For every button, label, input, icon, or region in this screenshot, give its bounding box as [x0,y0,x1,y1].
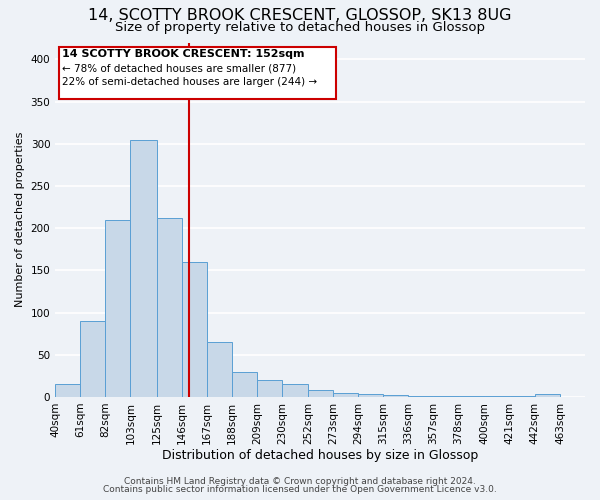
Bar [55,384,80,397]
Bar [333,392,358,397]
FancyBboxPatch shape [59,46,335,99]
Bar [409,396,433,397]
Bar [383,396,409,397]
Bar [485,396,510,397]
Bar [433,396,458,397]
Bar [105,220,130,397]
Text: ← 78% of detached houses are smaller (877): ← 78% of detached houses are smaller (87… [62,64,296,74]
Text: 14, SCOTTY BROOK CRESCENT, GLOSSOP, SK13 8UG: 14, SCOTTY BROOK CRESCENT, GLOSSOP, SK13… [88,8,512,22]
Bar [358,394,383,397]
Bar [130,140,157,397]
Bar [308,390,333,397]
Bar [232,372,257,397]
Bar [535,394,560,397]
Text: 22% of semi-detached houses are larger (244) →: 22% of semi-detached houses are larger (… [62,77,317,87]
Bar [80,321,105,397]
Y-axis label: Number of detached properties: Number of detached properties [15,132,25,308]
Bar [157,218,182,397]
Text: Contains HM Land Registry data © Crown copyright and database right 2024.: Contains HM Land Registry data © Crown c… [124,477,476,486]
Bar [510,396,535,397]
Bar [282,384,308,397]
Text: Size of property relative to detached houses in Glossop: Size of property relative to detached ho… [115,21,485,34]
Bar [458,396,485,397]
Bar [257,380,282,397]
Text: 14 SCOTTY BROOK CRESCENT: 152sqm: 14 SCOTTY BROOK CRESCENT: 152sqm [62,50,305,59]
X-axis label: Distribution of detached houses by size in Glossop: Distribution of detached houses by size … [162,450,478,462]
Bar [182,262,207,397]
Text: Contains public sector information licensed under the Open Government Licence v3: Contains public sector information licen… [103,485,497,494]
Bar [207,342,232,397]
